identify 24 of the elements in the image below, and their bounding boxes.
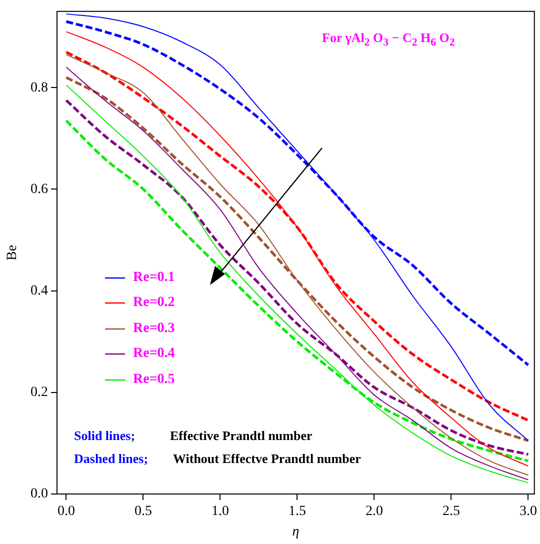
legend-label: Re=0.5	[133, 372, 175, 388]
x-axis-title: η	[292, 524, 300, 540]
y-tick-label: 0.4	[30, 283, 48, 298]
y-tick-label: 0.6	[30, 182, 48, 197]
legend-label: Re=0.2	[133, 295, 175, 312]
x-tick-label: 0.0	[57, 504, 75, 520]
y-axis-title: Be	[5, 244, 20, 260]
legend-label: Re=0.4	[133, 346, 175, 362]
y-tick-label: 0.8	[30, 80, 48, 96]
legend-label: Re=0.3	[133, 320, 175, 337]
x-tick-label: 3.0	[519, 504, 537, 520]
y-tick-label: 0.0	[30, 486, 48, 502]
annotation: Effective Prandtl number	[170, 428, 312, 444]
x-tick-label: 2.0	[365, 504, 383, 520]
x-tick-label: 0.5	[134, 504, 152, 520]
x-tick-label: 1.0	[211, 504, 229, 520]
text: For γAl$_{2}$ O$_{3}$ − C$_{2}$ H$_{6}$ O$_{2}$	[322, 30, 455, 49]
annotation: Dashed lines;	[74, 451, 148, 467]
x-tick-label: 2.5	[442, 504, 460, 520]
legend-label: Re=0.1	[133, 270, 175, 286]
annotation: Without Effectve Prandtl number	[173, 451, 361, 467]
x-tick-label: 1.5	[288, 504, 306, 520]
annotation: Solid lines;	[74, 428, 136, 444]
y-tick-label: 0.2	[30, 385, 48, 400]
